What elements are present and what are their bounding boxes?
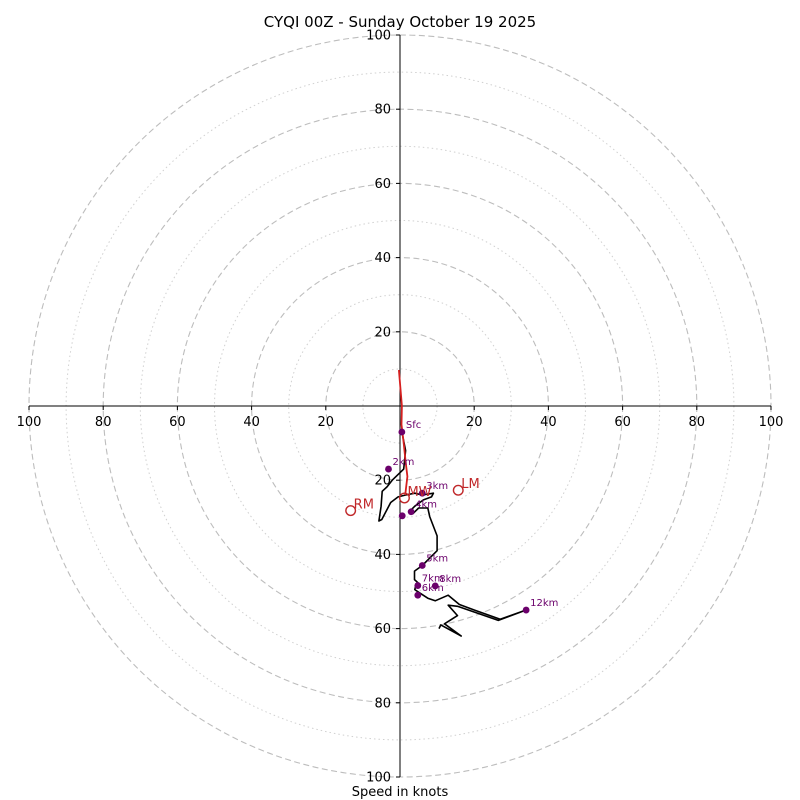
y-tick-label: 100 xyxy=(366,29,391,44)
height-label: 2km xyxy=(392,457,414,468)
height-label: 4km xyxy=(415,500,437,511)
x-tick-label: 60 xyxy=(169,415,186,430)
storm-motion-marker-mw xyxy=(398,492,410,504)
height-point xyxy=(398,512,406,520)
x-tick-label: 20 xyxy=(466,415,483,430)
storm-motion-marker-rm xyxy=(345,505,357,517)
y-tick-label: 40 xyxy=(374,251,391,266)
height-point xyxy=(398,428,406,436)
x-tick-label: 20 xyxy=(318,415,335,430)
storm-motion-label-rm: RM xyxy=(354,498,374,513)
y-tick-label: 60 xyxy=(374,622,391,637)
storm-motion-label-lm: LM xyxy=(461,477,479,492)
storm-motion-marker-lm xyxy=(452,484,464,496)
y-tick-label: 80 xyxy=(374,696,391,711)
height-label: 3km xyxy=(426,481,448,492)
x-tick-label: 80 xyxy=(95,415,112,430)
y-tick-label: 40 xyxy=(374,548,391,563)
x-tick-label: 40 xyxy=(243,415,260,430)
tick-labels: 100 80 60 40 20 20 40 60 80 100 20 40 60 80 100 20 40 60 8… xyxy=(17,29,784,786)
height-point xyxy=(522,606,530,614)
x-tick-label: 100 xyxy=(759,415,784,430)
height-label: 7km xyxy=(422,574,444,585)
x-tick-label: 40 xyxy=(540,415,557,430)
low-level-trace-line xyxy=(398,369,409,496)
x-tick-label: 100 xyxy=(17,415,42,430)
y-tick-label: 60 xyxy=(374,177,391,192)
height-label: 12km xyxy=(530,598,558,609)
height-point xyxy=(418,489,426,497)
height-label: 5km xyxy=(426,554,448,565)
height-label: Sfc xyxy=(406,420,421,431)
axes xyxy=(29,35,771,777)
x-tick-label: 80 xyxy=(689,415,706,430)
height-label: 8km xyxy=(439,574,461,585)
height-point xyxy=(431,582,439,590)
y-tick-label: 20 xyxy=(374,325,391,340)
height-point xyxy=(418,562,426,569)
height-point xyxy=(414,582,422,589)
wind-traces xyxy=(378,369,527,637)
y-tick-label: 80 xyxy=(374,103,391,118)
chart-title: CYQI 00Z - Sunday October 19 2025 xyxy=(264,13,536,31)
y-tick-label: 100 xyxy=(366,771,391,786)
height-point xyxy=(407,508,415,516)
x-tick-label: 60 xyxy=(614,415,631,430)
y-tick-label: 20 xyxy=(374,474,391,489)
wind-trace-line xyxy=(378,431,527,637)
height-point xyxy=(414,591,422,599)
storm-motion-markers: LM RM MW xyxy=(345,477,480,517)
x-axis-label: Speed in knots xyxy=(352,785,449,800)
height-point xyxy=(385,465,392,473)
storm-motion-label-mw: MW xyxy=(407,485,431,500)
height-label: 6km xyxy=(422,583,444,594)
